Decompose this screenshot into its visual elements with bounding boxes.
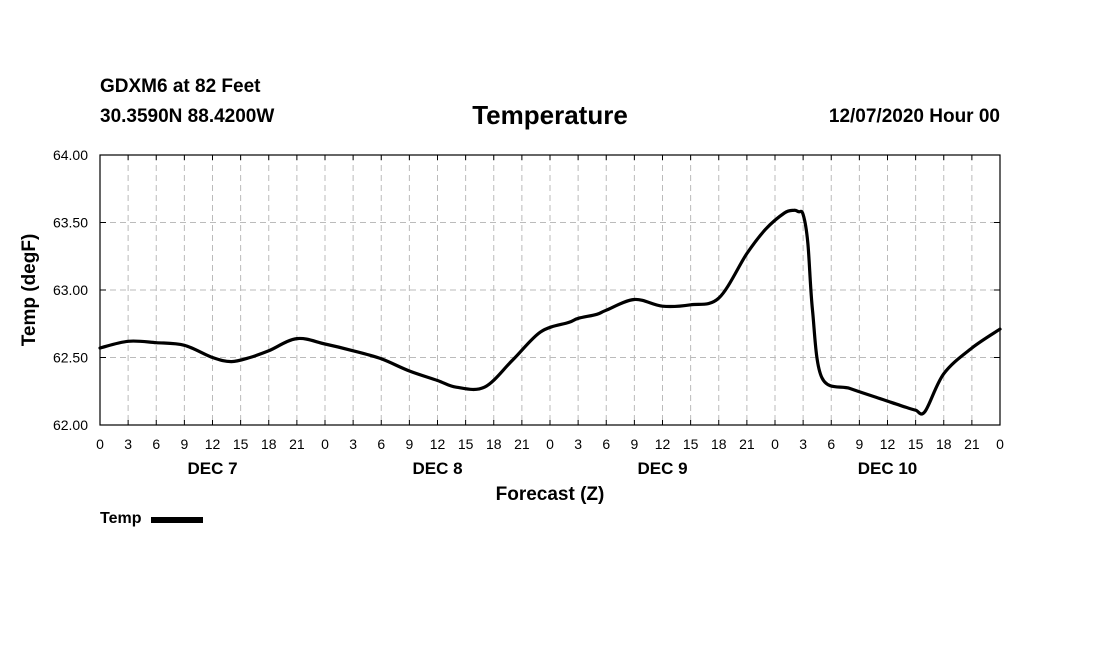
x-tick-label: 15 — [683, 436, 699, 452]
x-tick-label: 15 — [458, 436, 474, 452]
day-label: DEC 10 — [858, 459, 918, 478]
chart-title: Temperature — [472, 100, 628, 130]
y-tick-label: 62.50 — [53, 350, 88, 366]
forecast-run-time: 12/07/2020 Hour 00 — [828, 106, 1000, 127]
station-coordinates: 30.3590N 88.4200W — [100, 106, 275, 127]
y-tick-label: 62.00 — [53, 417, 88, 433]
x-tick-label: 21 — [289, 436, 305, 452]
x-tick-label: 21 — [964, 436, 980, 452]
day-label: DEC 8 — [412, 459, 462, 478]
x-tick-label: 0 — [96, 436, 104, 452]
x-tick-label: 18 — [261, 436, 277, 452]
x-tick-label: 6 — [152, 436, 160, 452]
temp-series-line — [98, 208, 1002, 416]
y-tick-label: 64.00 — [53, 147, 88, 163]
x-tick-label: 6 — [377, 436, 385, 452]
axis-ticks: 0 3 6 9 12 15 18 21 0 3 6 9 12 15 18 21 0 3 6 9 12 15 18 21 0 3 6 9… — [53, 147, 1004, 478]
x-tick-label: 15 — [233, 436, 249, 452]
x-tick-label: 3 — [124, 436, 132, 452]
x-tick-label: 12 — [205, 436, 221, 452]
station-name: GDXM6 at 82 Feet — [100, 76, 261, 97]
x-tick-label: 3 — [574, 436, 582, 452]
x-tick-label: 12 — [880, 436, 896, 452]
x-tick-label: 18 — [711, 436, 727, 452]
legend-label: Temp — [100, 510, 142, 527]
x-tick-label: 0 — [771, 436, 779, 452]
x-tick-label: 3 — [799, 436, 807, 452]
y-axis-label: Temp (degF) — [19, 234, 40, 347]
x-tick-label: 21 — [514, 436, 530, 452]
day-label: DEC 9 — [637, 459, 687, 478]
x-tick-label: 9 — [855, 436, 863, 452]
x-tick-label: 0 — [996, 436, 1004, 452]
series-layer — [98, 208, 1002, 416]
legend: Temp — [100, 510, 204, 528]
x-tick-label: 6 — [827, 436, 835, 452]
legend-swatch — [151, 517, 204, 523]
x-tick-label: 12 — [430, 436, 446, 452]
x-tick-label: 18 — [486, 436, 502, 452]
y-tick-label: 63.00 — [53, 282, 88, 298]
x-tick-label: 15 — [908, 436, 924, 452]
x-tick-label: 21 — [739, 436, 755, 452]
x-tick-label: 18 — [936, 436, 952, 452]
y-tick-label: 63.50 — [53, 215, 88, 231]
grid-lines — [100, 155, 1000, 425]
x-axis-label: Forecast (Z) — [496, 484, 605, 505]
x-tick-label: 9 — [405, 436, 413, 452]
x-tick-label: 3 — [349, 436, 357, 452]
x-tick-label: 9 — [180, 436, 188, 452]
x-tick-label: 0 — [321, 436, 329, 452]
x-tick-label: 0 — [546, 436, 554, 452]
day-label: DEC 7 — [187, 459, 237, 478]
x-tick-label: 6 — [602, 436, 610, 452]
x-tick-label: 9 — [630, 436, 638, 452]
x-tick-label: 12 — [655, 436, 671, 452]
